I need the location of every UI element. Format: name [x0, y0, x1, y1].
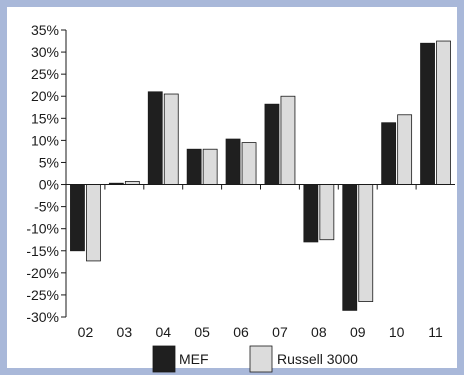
- bar-mef: [225, 138, 241, 185]
- y-tick-label: 25%: [31, 66, 59, 82]
- legend: MEF Russell 3000: [152, 345, 358, 373]
- x-tick-label: 02: [78, 324, 94, 340]
- y-tick-label: -5%: [34, 199, 59, 215]
- y-tick-label: 35%: [31, 22, 59, 38]
- bar-mef: [420, 42, 435, 185]
- bar-russell-3000: [280, 95, 296, 185]
- bar-mef: [70, 184, 85, 252]
- x-tick-label: 07: [272, 324, 288, 340]
- bar-mef: [264, 103, 280, 185]
- x-tick-label: 11: [428, 324, 443, 340]
- x-tick-label: 08: [311, 324, 327, 340]
- bar-mef: [303, 184, 319, 243]
- y-tick-label: 10%: [31, 132, 59, 148]
- bar-russell-3000: [319, 184, 335, 241]
- bar-mef: [186, 148, 202, 185]
- x-tick-label: 04: [155, 324, 171, 340]
- y-tick-label: 5%: [39, 154, 59, 170]
- y-tick-label: -15%: [26, 243, 59, 259]
- y-axis-ticks: 35% 30% 25% 20% 15% 10% 5% 0% -5% -10% -15% -20% -25…: [26, 22, 66, 325]
- legend-swatch-russell-3000: [249, 345, 273, 373]
- bar-russell-3000: [86, 184, 101, 262]
- bar-russell-3000: [163, 93, 179, 185]
- legend-label-russell-3000: Russell 3000: [277, 351, 358, 367]
- x-tick-label: 10: [389, 324, 405, 340]
- legend-label-mef: MEF: [179, 351, 209, 367]
- y-tick-label: -20%: [26, 265, 59, 281]
- bar-russell-3000: [358, 184, 374, 302]
- bar-group: [70, 40, 451, 311]
- x-tick-label: 05: [194, 324, 210, 340]
- x-axis-labels: 02 03 04 05 06 07 08 09 10 11: [78, 184, 443, 340]
- y-tick-label: -10%: [26, 221, 59, 237]
- bar-russell-3000: [436, 40, 451, 185]
- y-tick-label: -25%: [26, 287, 59, 303]
- y-tick-label: 15%: [31, 110, 59, 126]
- x-tick-label: 06: [233, 324, 249, 340]
- bar-mef: [147, 91, 163, 185]
- x-tick-label: 09: [350, 324, 366, 340]
- legend-swatch-mef: [152, 345, 176, 373]
- x-tick-label: 03: [117, 324, 133, 340]
- y-tick-label: 30%: [31, 44, 59, 60]
- bar-russell-3000: [397, 114, 413, 185]
- bar-mef: [381, 122, 397, 185]
- y-tick-label: 20%: [31, 88, 59, 104]
- y-tick-label: -30%: [26, 309, 59, 325]
- bar-russell-3000: [202, 148, 218, 185]
- bar-russell-3000: [241, 142, 257, 185]
- y-tick-label: 0%: [39, 177, 59, 193]
- bar-mef: [342, 184, 358, 311]
